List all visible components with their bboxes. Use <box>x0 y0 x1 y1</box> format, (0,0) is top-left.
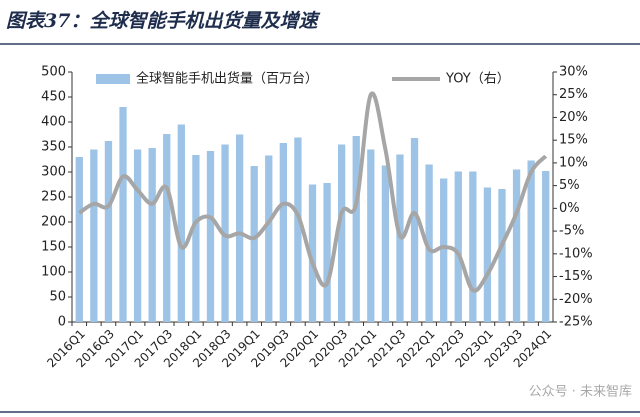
bar <box>425 164 433 322</box>
bar <box>235 134 244 322</box>
y-tick-label: 500 <box>41 65 66 80</box>
bar <box>338 144 346 322</box>
y2-tick-label: 15% <box>559 133 588 148</box>
bar <box>469 171 477 322</box>
y2-tick-label: 20% <box>559 110 588 125</box>
bar <box>148 148 156 322</box>
bar <box>454 171 462 322</box>
bar <box>279 143 287 322</box>
y-tick-label: 300 <box>41 165 66 180</box>
y-tick-label: 150 <box>41 240 66 255</box>
bar <box>177 124 185 322</box>
bar <box>483 187 492 322</box>
bar <box>265 155 273 322</box>
y2-tick-label: 10% <box>559 155 588 170</box>
bar <box>206 151 215 322</box>
yoy-line <box>78 91 548 293</box>
bar <box>75 157 83 322</box>
y2-tick-label: -25% <box>559 315 593 330</box>
y2-tick-label: 30% <box>559 65 588 80</box>
y2-tick-label: 5% <box>559 178 580 193</box>
y2-tick-label: -15% <box>559 269 593 284</box>
bar <box>367 149 375 322</box>
bar <box>163 134 171 322</box>
legend-label: YOY（右） <box>445 72 510 87</box>
y2-tick-label: -5% <box>559 224 584 239</box>
legend-swatch <box>96 74 130 84</box>
bar <box>512 169 521 322</box>
y-tick-label: 0 <box>58 315 66 330</box>
bar <box>440 178 448 322</box>
y-tick-label: 450 <box>41 90 66 105</box>
y2-tick-label: -10% <box>559 246 593 261</box>
bar <box>119 107 127 322</box>
bar <box>250 166 258 322</box>
bar <box>542 171 550 322</box>
chart-title: 图表37：全球智能手机出货量及增速 <box>6 10 320 32</box>
bar <box>104 141 113 322</box>
y2-tick-label: -20% <box>559 292 593 307</box>
y2-tick-label: 25% <box>559 87 588 102</box>
watermark: 公众号 · 未来智库 <box>529 384 632 400</box>
y-tick-label: 100 <box>41 265 66 280</box>
y-tick-label: 200 <box>41 215 66 230</box>
bar <box>192 155 200 322</box>
y-tick-label: 50 <box>49 290 66 305</box>
legend-label: 全球智能手机出货量（百万台） <box>136 71 318 87</box>
bar <box>498 189 506 322</box>
y-tick-label: 250 <box>41 190 66 205</box>
y-tick-label: 400 <box>41 115 66 130</box>
bar <box>352 136 360 322</box>
bar <box>323 183 331 322</box>
bar <box>294 137 302 322</box>
bar <box>527 160 535 322</box>
bar <box>308 184 317 322</box>
bar <box>133 149 142 322</box>
y-tick-label: 350 <box>41 140 66 155</box>
bar <box>381 165 390 322</box>
y2-tick-label: 0% <box>559 201 580 216</box>
bar <box>410 138 419 322</box>
bar <box>90 149 98 322</box>
